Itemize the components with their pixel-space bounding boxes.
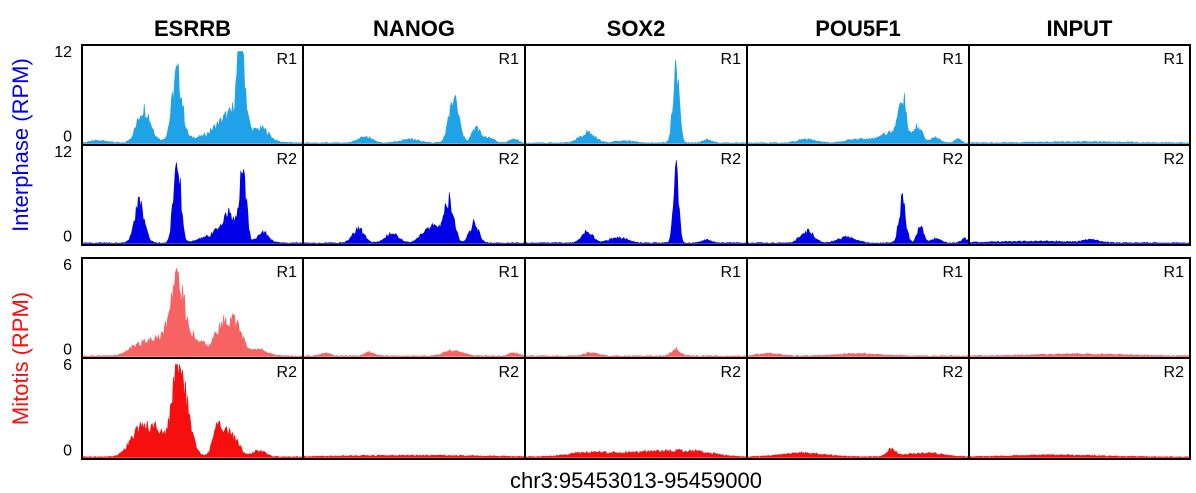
- replicate-label: R2: [277, 364, 298, 381]
- replicate-label: R2: [499, 151, 520, 168]
- signal-track-esrrb-r2: [81, 364, 304, 458]
- signal-track-sox2-r1: [524, 59, 748, 144]
- signal-track-input-r1: [968, 140, 1191, 144]
- track-panel-frame: [968, 257, 1191, 359]
- replicate-label: R2: [1164, 364, 1185, 381]
- replicate-label: R1: [499, 51, 520, 68]
- signal-track-pou5f1-r2: [746, 447, 970, 458]
- column-header-esrrb: ESRRB: [154, 16, 231, 41]
- replicate-label: R2: [943, 151, 964, 168]
- replicate-label: R1: [499, 264, 520, 281]
- group-label-0: Interphase (RPM): [8, 58, 33, 232]
- track-panel-frame: [524, 44, 748, 146]
- genomic-region-label: chr3:95453013-95459000: [510, 468, 762, 493]
- y-tick-max: 12: [54, 144, 72, 161]
- track-panel-frame: [524, 257, 748, 359]
- signal-track-sox2-r2: [524, 448, 748, 458]
- track-panel-frame: [81, 144, 304, 246]
- track-panel-frame: [968, 44, 1191, 146]
- replicate-label: R2: [721, 364, 742, 381]
- replicate-label: R2: [277, 151, 298, 168]
- track-panel-frame: [968, 357, 1191, 460]
- y-tick-zero: 0: [63, 443, 72, 460]
- signal-track-sox2-r1: [524, 346, 748, 357]
- column-header-nanog: NANOG: [373, 16, 455, 41]
- replicate-label: R2: [1164, 151, 1185, 168]
- replicate-label: R1: [277, 264, 298, 281]
- y-tick-zero: 0: [63, 342, 72, 359]
- column-header-pou5f1: POU5F1: [815, 16, 901, 41]
- column-header-sox2: SOX2: [607, 16, 666, 41]
- track-panel-frame: [968, 144, 1191, 246]
- replicate-label: R2: [721, 151, 742, 168]
- replicate-label: R2: [943, 364, 964, 381]
- signal-track-pou5f1-r2: [746, 193, 970, 244]
- track-panel-frame: [746, 257, 970, 359]
- replicate-label: R1: [721, 51, 742, 68]
- y-tick-zero: 0: [63, 129, 72, 146]
- y-tick-max: 6: [63, 357, 72, 374]
- track-panel-frame: [746, 357, 970, 460]
- signal-track-input-r2: [968, 453, 1191, 458]
- y-tick-zero: 0: [63, 229, 72, 246]
- replicate-label: R1: [943, 264, 964, 281]
- replicate-label: R1: [1164, 51, 1185, 68]
- signal-track-pou5f1-r1: [746, 92, 970, 144]
- track-panel-frame: [524, 144, 748, 246]
- y-tick-max: 12: [54, 44, 72, 61]
- signal-track-sox2-r2: [524, 160, 748, 244]
- signal-track-nanog-r1: [302, 94, 526, 144]
- y-tick-max: 6: [63, 257, 72, 274]
- signal-track-nanog-r2: [302, 454, 526, 458]
- track-panel-frame: [302, 257, 526, 359]
- signal-track-nanog-r1: [302, 349, 526, 357]
- track-panel-frame: [302, 357, 526, 460]
- track-panel-frame: [746, 144, 970, 246]
- signal-track-esrrb-r1: [81, 268, 304, 357]
- replicate-label: R1: [277, 51, 298, 68]
- signal-track-nanog-r2: [302, 192, 526, 244]
- signal-track-esrrb-r1: [81, 51, 304, 144]
- replicate-label: R1: [721, 264, 742, 281]
- replicate-label: R1: [1164, 264, 1185, 281]
- track-panel-frame: [746, 44, 970, 146]
- signal-track-pou5f1-r1: [746, 352, 970, 357]
- track-panel-frame: [302, 44, 526, 146]
- group-label-1: Mitotis (RPM): [8, 292, 33, 425]
- replicate-label: R1: [943, 51, 964, 68]
- track-panel-frame: [302, 144, 526, 246]
- signal-track-input-r1: [968, 352, 1191, 357]
- column-header-input: INPUT: [1047, 16, 1114, 41]
- signal-track-input-r2: [968, 238, 1191, 244]
- track-panel-frame: [524, 357, 748, 460]
- signal-track-esrrb-r2: [81, 162, 304, 244]
- replicate-label: R2: [499, 364, 520, 381]
- track-panel-frame: [81, 44, 304, 146]
